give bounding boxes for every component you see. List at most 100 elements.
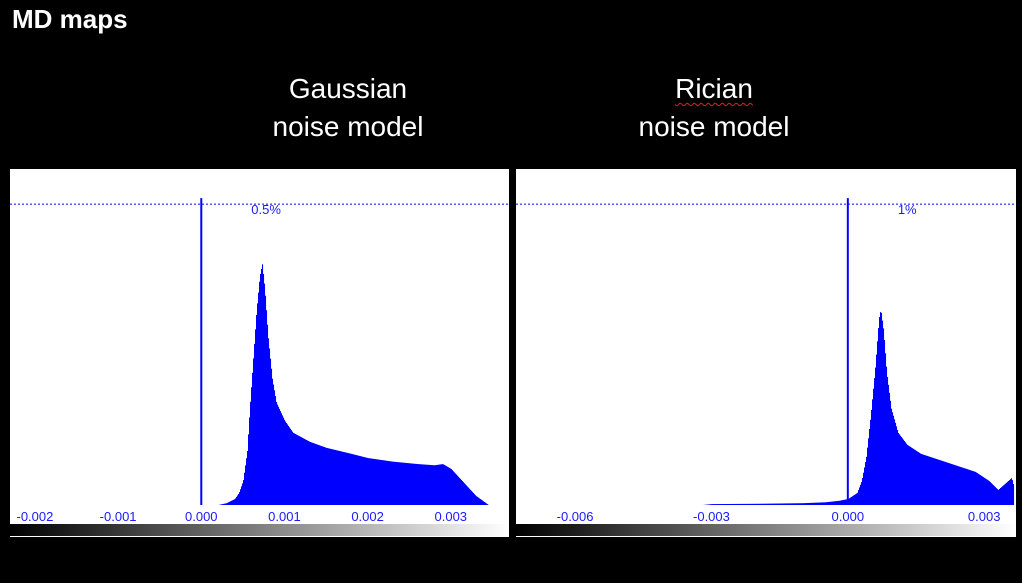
histogram-bar [358,455,360,505]
histogram-bar [938,459,940,505]
histogram-bar [963,467,965,505]
histogram-bar [984,477,986,505]
histogram-bar [345,452,347,505]
histogram-bar [945,461,947,505]
histogram-bar [766,503,768,505]
histogram-bar [369,458,371,505]
histogram-bar [892,412,894,505]
histogram-bar [861,482,863,505]
histogram-bar [933,457,935,505]
histogram-bar [882,320,884,505]
histogram-bar [994,486,996,505]
histogram-bar [297,435,299,505]
histogram-bar [308,441,310,505]
histogram-bar [796,503,798,505]
histogram-bar [725,504,727,505]
histogram-bar [929,456,931,505]
histogram-bar [413,463,415,505]
histogram-bar [846,499,848,505]
histogram-bar [806,503,808,505]
histogram-bar [231,500,233,505]
histogram-bar [289,427,291,505]
histogram-bar [790,503,792,505]
histogram-bar [320,445,322,505]
histogram-bar [356,455,358,505]
histogram-bar [310,442,312,505]
histogram-bar [956,465,958,505]
histogram-bar [246,458,248,505]
histogram-bar [315,443,317,505]
histogram-bar [889,392,891,505]
histogram-bar [746,503,748,505]
histogram-bar [887,376,889,505]
histogram-bar [751,503,753,505]
histogram-bar [425,464,427,505]
histogram-bar [832,501,834,505]
histogram-bar [836,501,838,505]
histogram-bar [1011,478,1013,505]
histogram-bar [1005,483,1007,505]
histogram-bar [440,464,442,505]
histogram-bar [229,501,231,505]
histogram-bar [951,463,953,505]
histogram-bar [754,503,756,505]
histogram-bar [383,460,385,505]
histogram-bar [864,467,866,505]
histogram-bar [867,447,869,505]
histogram-bar [893,415,895,505]
x-tick-label: 0.003 [968,509,1001,524]
histogram-bar [468,487,470,505]
histogram-bar [930,456,932,505]
histogram-bar [314,443,316,505]
histogram-bar [408,463,410,505]
histogram-bar [888,384,890,505]
histogram-bar [463,482,465,505]
histogram-bar [992,484,994,505]
histogram-bar [774,503,776,505]
histogram-bar [482,500,484,505]
histogram-bar [266,310,268,505]
x-tick-label: 0.000 [185,509,218,524]
histogram-bar [898,433,900,505]
histogram-bar [439,464,441,505]
histogram-bar [979,474,981,505]
histogram-bar [396,461,398,505]
histogram-bar [732,503,734,505]
histogram-bar [273,384,275,505]
histogram-bar [484,501,486,505]
histogram-bar [775,503,777,505]
histogram-bar [453,471,455,505]
histogram-bar [293,432,295,505]
histogram-bar [479,498,481,505]
histogram-bar [379,459,381,505]
histogram-bar [968,469,970,505]
histogram-bar [783,503,785,505]
histogram-bar [965,468,967,505]
histogram-bar [340,451,342,505]
histogram-bar [833,501,835,505]
histogram-bar [466,485,468,505]
histogram-bar [904,440,906,505]
histogram-bar [350,453,352,505]
histogram-bar [424,464,426,505]
histogram-bar [819,502,821,505]
histogram-bar [737,503,739,505]
histogram-bar [784,503,786,505]
histogram-bar [1012,480,1014,505]
histogram-bar [475,495,477,505]
histogram-bar [760,503,762,505]
histogram-bar [843,499,845,505]
histogram-bar [421,464,423,505]
histogram-bar [368,458,370,505]
histogram-bar [935,458,937,505]
histogram-bar [295,433,297,505]
histogram-panel-rician: 1% -0.006 -0.003 0.000 0.003 [516,169,1016,537]
histogram-bar [303,438,305,505]
histogram-bar [373,458,375,505]
histogram-bar [762,503,764,505]
histogram-bar [913,448,915,505]
histogram-bar [755,503,757,505]
histogram-bar [271,368,273,505]
histogram-bar [398,462,400,505]
x-tick-label: 0.002 [351,509,384,524]
